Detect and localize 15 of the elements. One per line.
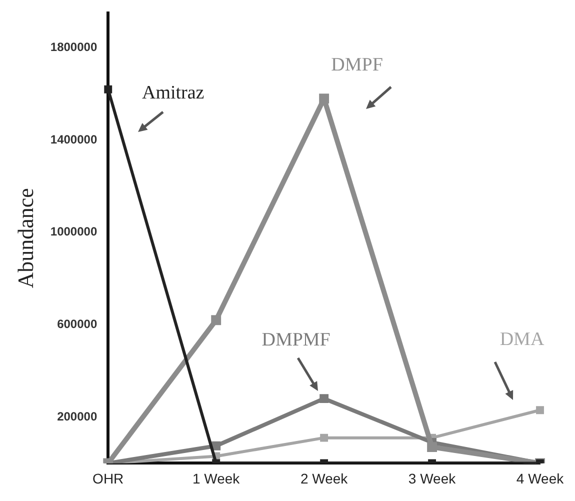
y-tick-label: 1800000	[50, 40, 98, 54]
series-label: Amitraz	[142, 82, 204, 104]
y-tick-label: 1000000	[50, 224, 98, 239]
y-tick-label: 1400000	[50, 132, 98, 146]
x-tick-label: OHR	[92, 470, 124, 486]
series-label: DMPF	[331, 54, 383, 76]
y-axis-title: Abundance	[12, 188, 38, 288]
x-tick-label: 2 Week	[300, 470, 349, 486]
y-tick-label: 200000	[57, 409, 98, 424]
text: DMA	[500, 329, 544, 350]
x-tick-label: 4 Week	[516, 470, 565, 486]
y-tick-label: 600000	[57, 317, 98, 332]
text: DMPMF	[262, 330, 330, 351]
x-tick-label: 1 Week	[192, 470, 241, 486]
x-tick-label: 3 Week	[408, 470, 457, 486]
